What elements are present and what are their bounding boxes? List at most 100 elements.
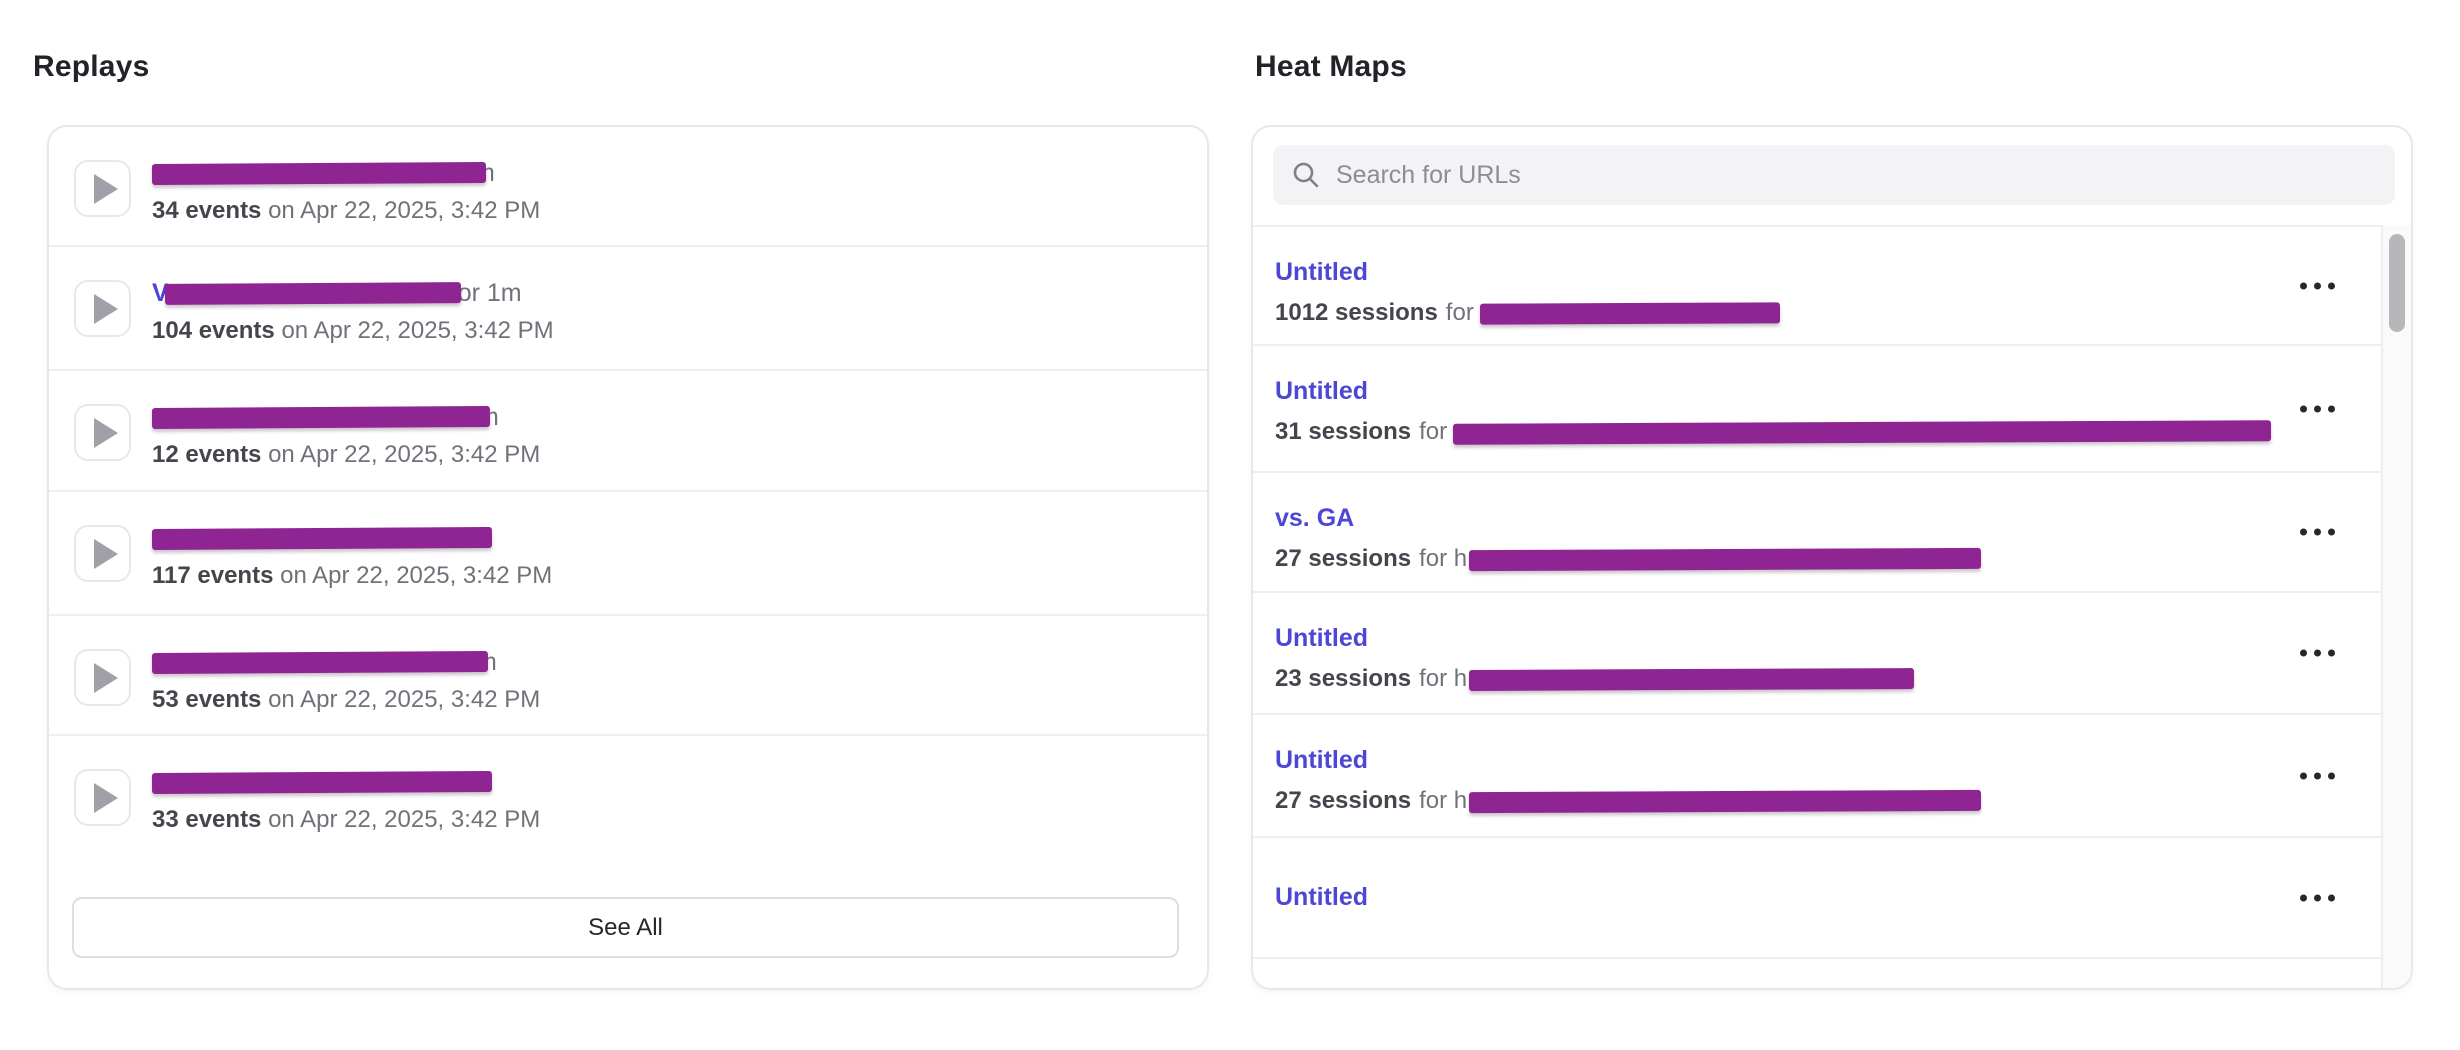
heatmap-meta: 23 sessions for h bbox=[1275, 665, 2271, 693]
heatmap-title-link[interactable]: Untitled bbox=[1275, 377, 1369, 405]
heatmap-sessions: 27 sessions bbox=[1275, 787, 1412, 814]
heatmap-sessions: 23 sessions bbox=[1275, 665, 1412, 692]
ellipsis-icon bbox=[2328, 894, 2335, 901]
redaction-bar bbox=[151, 161, 487, 186]
heatmap-title-link[interactable]: Untitled bbox=[1275, 258, 1369, 286]
play-icon bbox=[93, 662, 118, 693]
ellipsis-icon bbox=[2328, 405, 2335, 412]
play-button[interactable] bbox=[74, 769, 131, 826]
ellipsis-icon bbox=[2300, 649, 2307, 657]
heatmap-meta: 1012 sessions for bbox=[1275, 299, 2271, 327]
more-options-button[interactable] bbox=[2294, 762, 2341, 789]
heatmap-for-label: for h bbox=[1419, 787, 1468, 814]
play-button[interactable] bbox=[74, 649, 131, 706]
replay-meta: 12 events on Apr 22, 2025, 3:42 PM bbox=[152, 441, 1187, 469]
heatmap-for-label: for h bbox=[1419, 545, 1468, 572]
ellipsis-icon bbox=[2300, 405, 2307, 412]
redaction-bar bbox=[164, 282, 461, 305]
replay-title[interactable]: m bbox=[151, 403, 1187, 431]
replay-row-body: m 12 events on Apr 22, 2025, 3:42 PM bbox=[151, 403, 1187, 469]
replay-row-body: V or 1m 104 events on Apr 22, 2025, 3:42… bbox=[152, 279, 1187, 345]
ellipsis-icon bbox=[2300, 772, 2307, 779]
more-options-button[interactable] bbox=[2294, 395, 2341, 422]
heatmap-sessions: 27 sessions bbox=[1275, 545, 1412, 572]
ellipsis-icon bbox=[2328, 282, 2335, 289]
redaction-bar bbox=[151, 405, 491, 430]
replay-meta: 34 events on Apr 22, 2025, 3:42 PM bbox=[152, 197, 1187, 225]
replay-title[interactable]: V or 1m bbox=[152, 279, 1187, 307]
replay-row: 33 events on Apr 22, 2025, 3:42 PM bbox=[49, 734, 1207, 857]
replay-row: m 34 events on Apr 22, 2025, 3:42 PM bbox=[49, 127, 1207, 245]
play-button[interactable] bbox=[74, 280, 131, 337]
ellipsis-icon bbox=[2314, 772, 2321, 779]
play-icon bbox=[93, 293, 118, 324]
replay-date: on Apr 22, 2025, 3:42 PM bbox=[268, 686, 541, 713]
redaction-bar bbox=[151, 526, 493, 551]
replay-date: on Apr 22, 2025, 3:42 PM bbox=[280, 562, 553, 589]
replay-title-suffix: or 1m bbox=[457, 279, 522, 307]
replay-title[interactable] bbox=[151, 769, 1187, 796]
ellipsis-icon bbox=[2314, 649, 2321, 657]
heatmap-meta: 27 sessions for h bbox=[1275, 787, 2271, 815]
heatmap-title-link[interactable]: Untitled bbox=[1275, 883, 1369, 911]
replay-title[interactable]: m bbox=[151, 159, 1187, 187]
url-search-box[interactable] bbox=[1273, 145, 2395, 205]
play-icon bbox=[93, 538, 118, 569]
more-options-button[interactable] bbox=[2294, 272, 2341, 299]
ellipsis-icon bbox=[2328, 528, 2335, 536]
replay-events: 117 events bbox=[152, 562, 274, 589]
more-options-button[interactable] bbox=[2294, 884, 2341, 911]
replay-meta: 53 events on Apr 22, 2025, 3:42 PM bbox=[152, 686, 1187, 714]
replay-row-body: m 53 events on Apr 22, 2025, 3:42 PM bbox=[151, 648, 1187, 714]
replay-title[interactable] bbox=[151, 525, 1187, 552]
replay-row-body: 33 events on Apr 22, 2025, 3:42 PM bbox=[151, 769, 1187, 834]
replay-events: 104 events bbox=[152, 317, 275, 344]
replay-row-body: 117 events on Apr 22, 2025, 3:42 PM bbox=[151, 525, 1187, 590]
more-options-button[interactable] bbox=[2294, 519, 2341, 546]
heatmap-meta: 27 sessions for h bbox=[1275, 545, 2271, 573]
redaction-bar bbox=[1453, 419, 2272, 445]
heatmap-title-link[interactable]: vs. GA bbox=[1275, 504, 1355, 532]
heatmap-title-link[interactable]: Untitled bbox=[1275, 624, 1369, 652]
play-button[interactable] bbox=[74, 404, 131, 461]
play-button[interactable] bbox=[74, 525, 131, 582]
replays-heading: Replays bbox=[33, 50, 150, 83]
replays-card: m 34 events on Apr 22, 2025, 3:42 PM V o… bbox=[47, 125, 1209, 990]
ellipsis-icon bbox=[2314, 894, 2321, 901]
play-button[interactable] bbox=[74, 160, 131, 217]
ellipsis-icon bbox=[2300, 282, 2307, 289]
replay-date: on Apr 22, 2025, 3:42 PM bbox=[268, 441, 541, 468]
replay-date: on Apr 22, 2025, 3:42 PM bbox=[268, 806, 541, 833]
redaction-bar bbox=[1469, 547, 1982, 571]
redaction-bar bbox=[1479, 301, 1780, 325]
more-options-button[interactable] bbox=[2294, 640, 2341, 667]
heatmaps-search-area bbox=[1253, 127, 2411, 225]
heatmap-sessions: 1012 sessions bbox=[1275, 299, 1438, 326]
ellipsis-icon bbox=[2328, 772, 2335, 779]
heatmap-title-link[interactable]: Untitled bbox=[1275, 746, 1369, 774]
replay-row: m 12 events on Apr 22, 2025, 3:42 PM bbox=[49, 369, 1207, 490]
heatmap-row: Untitled 1012 sessions for bbox=[1253, 227, 2381, 344]
replay-row: 117 events on Apr 22, 2025, 3:42 PM bbox=[49, 490, 1207, 614]
ellipsis-icon bbox=[2314, 528, 2321, 536]
replay-row: m 53 events on Apr 22, 2025, 3:42 PM bbox=[49, 614, 1207, 734]
heatmaps-card: Untitled 1012 sessions for Untitled 31 s… bbox=[1251, 125, 2413, 990]
heatmap-row: Untitled bbox=[1253, 836, 2381, 957]
heatmap-sessions: 31 sessions bbox=[1275, 418, 1412, 445]
search-input[interactable] bbox=[1336, 160, 2377, 190]
see-all-container: See All bbox=[49, 857, 1207, 958]
heatmap-row: Untitled 31 sessions for bbox=[1253, 344, 2381, 471]
heatmap-row-clipped: Untitled bbox=[1253, 957, 2381, 988]
replay-title-prefix: V bbox=[152, 279, 169, 307]
scrollbar-track[interactable] bbox=[2381, 225, 2411, 988]
scrollbar-thumb[interactable] bbox=[2389, 234, 2405, 332]
replay-date: on Apr 22, 2025, 3:42 PM bbox=[281, 317, 554, 344]
heatmaps-list: Untitled 1012 sessions for Untitled 31 s… bbox=[1253, 225, 2381, 988]
see-all-button[interactable]: See All bbox=[72, 897, 1179, 958]
replay-title[interactable]: m bbox=[151, 648, 1187, 676]
replay-events: 12 events bbox=[152, 441, 262, 468]
play-icon bbox=[93, 173, 118, 204]
replay-row: V or 1m 104 events on Apr 22, 2025, 3:42… bbox=[49, 245, 1207, 369]
replay-meta: 33 events on Apr 22, 2025, 3:42 PM bbox=[152, 806, 1187, 834]
replay-meta: 104 events on Apr 22, 2025, 3:42 PM bbox=[152, 317, 1187, 345]
